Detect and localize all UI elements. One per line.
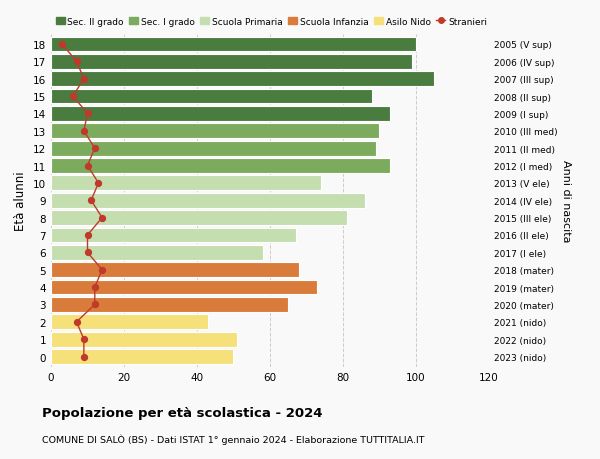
Point xyxy=(79,353,89,360)
Point xyxy=(83,249,92,257)
Point xyxy=(83,111,92,118)
Y-axis label: Anni di nascita: Anni di nascita xyxy=(562,160,571,242)
Bar xyxy=(51,211,347,225)
Point xyxy=(79,76,89,83)
Y-axis label: Età alunni: Età alunni xyxy=(14,171,28,230)
Point xyxy=(90,301,100,308)
Bar xyxy=(51,159,391,174)
Text: COMUNE DI SALÒ (BS) - Dati ISTAT 1° gennaio 2024 - Elaborazione TUTTITALIA.IT: COMUNE DI SALÒ (BS) - Dati ISTAT 1° genn… xyxy=(42,434,425,444)
Point xyxy=(90,284,100,291)
Bar xyxy=(51,124,379,139)
Point xyxy=(97,214,107,222)
Bar xyxy=(51,141,376,156)
Point xyxy=(57,41,67,49)
Bar xyxy=(51,38,416,52)
Point xyxy=(94,180,103,187)
Bar xyxy=(51,297,288,312)
Point xyxy=(68,93,78,101)
Point xyxy=(83,162,92,170)
Point xyxy=(72,319,82,326)
Bar xyxy=(51,332,237,347)
Bar xyxy=(51,107,391,122)
Bar xyxy=(51,55,412,69)
Bar xyxy=(51,280,317,295)
Bar xyxy=(51,349,233,364)
Bar xyxy=(51,263,299,278)
Point xyxy=(86,197,96,205)
Bar xyxy=(51,246,263,260)
Point xyxy=(79,128,89,135)
Point xyxy=(72,58,82,66)
Text: Popolazione per età scolastica - 2024: Popolazione per età scolastica - 2024 xyxy=(42,406,323,419)
Bar xyxy=(51,228,296,243)
Point xyxy=(90,145,100,152)
Point xyxy=(79,336,89,343)
Bar xyxy=(51,315,208,330)
Point xyxy=(97,267,107,274)
Bar xyxy=(51,176,321,191)
Legend: Sec. II grado, Sec. I grado, Scuola Primaria, Scuola Infanzia, Asilo Nido, Stran: Sec. II grado, Sec. I grado, Scuola Prim… xyxy=(56,17,487,27)
Point xyxy=(83,232,92,239)
Bar xyxy=(51,90,372,104)
Bar xyxy=(51,72,434,87)
Bar xyxy=(51,193,365,208)
